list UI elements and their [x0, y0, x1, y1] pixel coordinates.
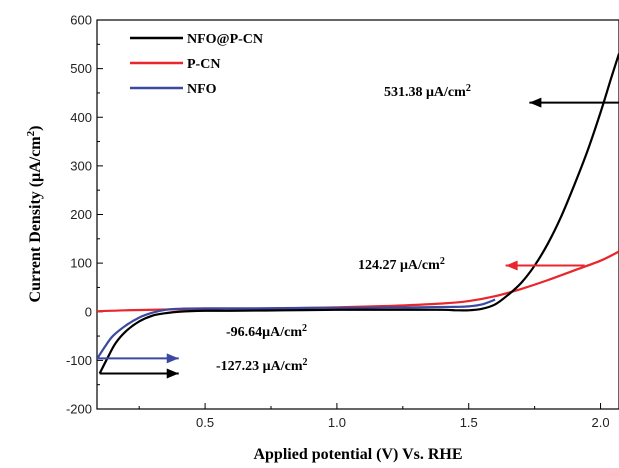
y-tick-label: 100	[70, 256, 92, 271]
legend: NFO@P-CN P-CN NFO	[130, 32, 263, 97]
x-tick-label: 0.5	[196, 415, 214, 430]
annotation-arrowhead	[529, 97, 542, 108]
series-line-nfo-p-cn	[98, 53, 619, 375]
annotation-label: -127.23 μA/cm2	[216, 357, 307, 375]
legend-label: NFO	[187, 82, 217, 97]
y-tick-label: -200	[66, 402, 92, 417]
x-tick-label: 2.0	[592, 415, 610, 430]
annotation-label: -96.64μA/cm2	[226, 323, 307, 341]
legend-label: NFO@P-CN	[187, 32, 263, 47]
plot-frame	[96, 19, 619, 410]
annotations: 531.38 μA/cm2 124.27 μA/cm2 -96.64μA/cm2 -1…	[97, 83, 619, 379]
legend-label: P-CN	[187, 57, 220, 72]
series-layer	[97, 53, 619, 375]
annotation-arrowhead	[166, 353, 179, 364]
y-tick-label: 400	[70, 110, 92, 125]
y-tick-label: 300	[70, 158, 92, 173]
x-ticks: 0.5 1.0 1.5 2.0	[138, 403, 610, 430]
y-tick-label: -100	[66, 353, 92, 368]
x-axis-label: Applied potential (V) Vs. RHE	[253, 446, 462, 463]
y-tick-label: 0	[85, 304, 92, 319]
x-tick-label: 1.0	[328, 415, 346, 430]
y-tick-label: 500	[70, 61, 92, 76]
y-tick-label: 600	[70, 13, 92, 28]
y-ticks: -200 -100 0 100 200 300 400 500 600	[66, 13, 103, 417]
annotation-label: 531.38 μA/cm2	[384, 83, 471, 101]
annotation-label: 124.27 μA/cm2	[358, 256, 445, 274]
annotation-arrowhead	[166, 368, 179, 379]
y-tick-label: 200	[70, 207, 92, 222]
y-axis-label: Current Density (μA/cm2)	[25, 126, 44, 303]
series-line-nfo	[97, 298, 496, 360]
x-tick-label: 1.5	[460, 415, 478, 430]
annotation-arrowhead	[505, 260, 518, 271]
